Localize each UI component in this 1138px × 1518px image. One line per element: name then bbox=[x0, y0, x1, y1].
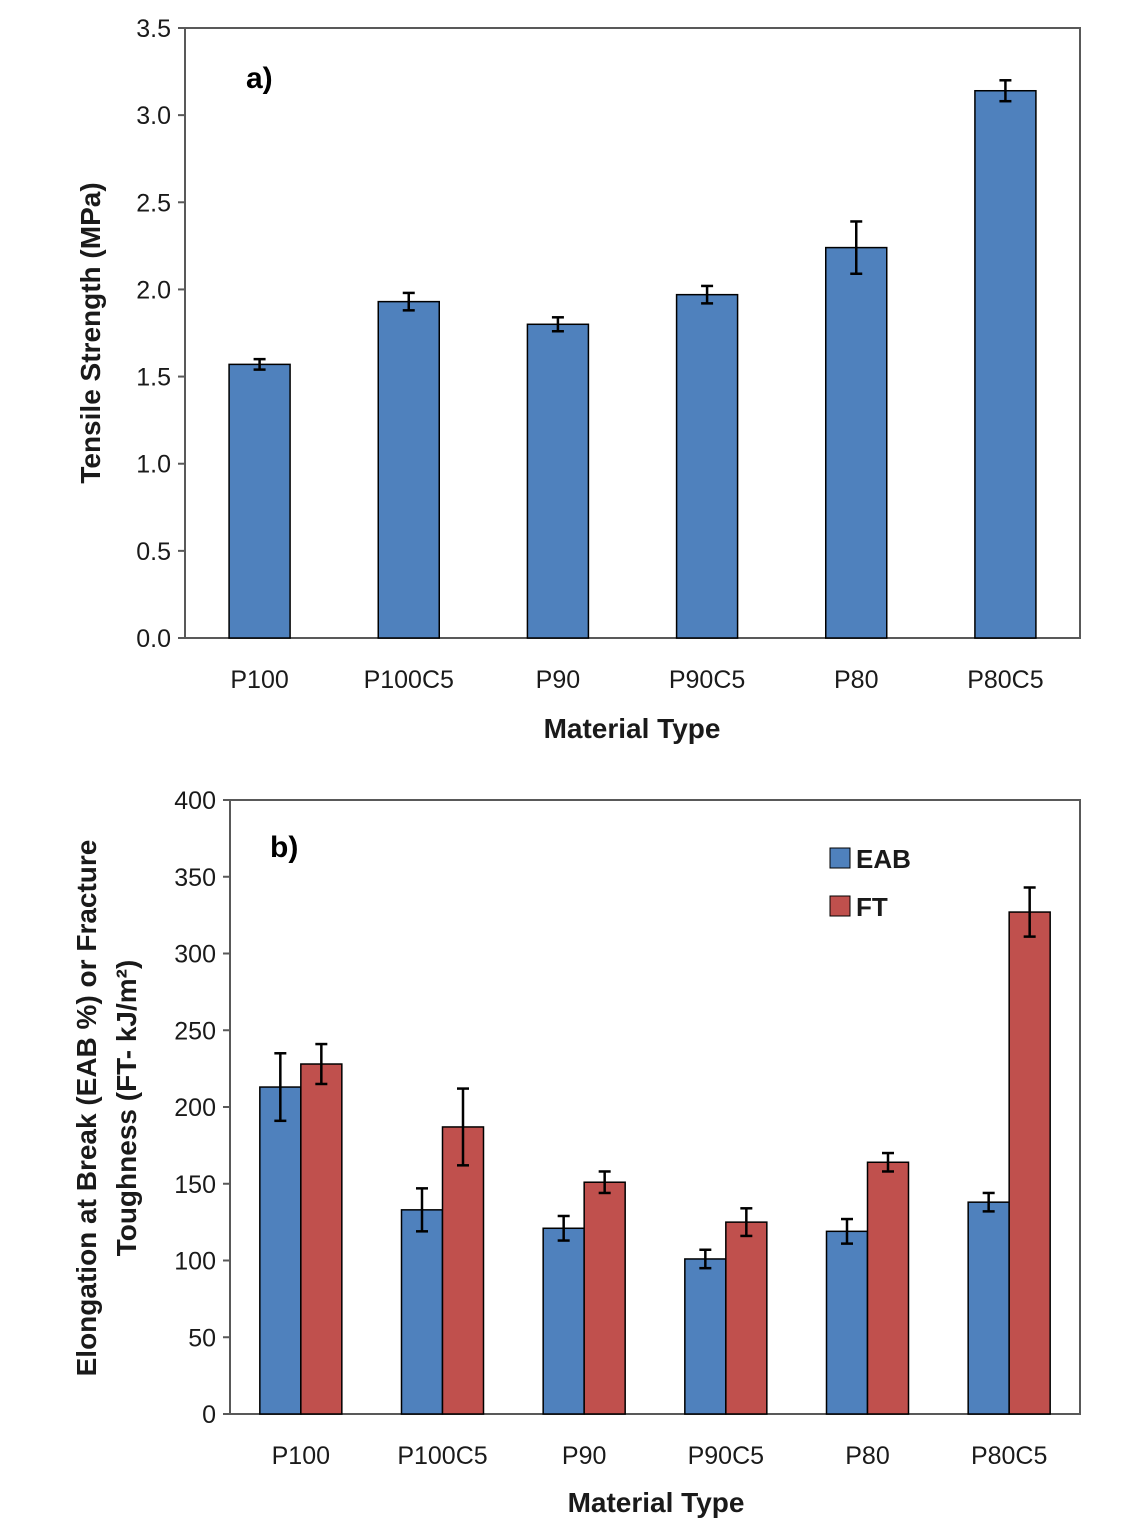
chart-b-panel-label: b) bbox=[270, 831, 298, 864]
y-tick-label: 0.0 bbox=[136, 625, 171, 653]
bar-series-p90c5 bbox=[675, 293, 739, 639]
chart-a-bars bbox=[228, 79, 1037, 639]
y-tick-label: 2.5 bbox=[136, 189, 171, 217]
y-tick-label: 400 bbox=[174, 787, 216, 815]
chart-a-y-axis-title: Tensile Strength (MPa) bbox=[75, 182, 106, 483]
y-tick-label: 350 bbox=[174, 864, 216, 892]
chart-a-y-ticks: 0.0 0.5 1.0 1.5 2.0 2.5 3.0 3.5 bbox=[136, 15, 185, 653]
chart-b-plot-frame bbox=[229, 799, 1081, 1415]
bar-ft-p80c5 bbox=[1008, 911, 1051, 1415]
chart-a-x-axis-title: Material Type bbox=[544, 713, 721, 744]
y-tick-label: 3.5 bbox=[136, 15, 171, 43]
bar-ft-p100 bbox=[300, 1063, 343, 1415]
bar-series-p100c5 bbox=[377, 300, 440, 639]
bar-eab-p100 bbox=[259, 1086, 302, 1415]
y-tick-label: 1.0 bbox=[136, 451, 171, 479]
bar-eab-p90 bbox=[542, 1227, 585, 1415]
y-tick-label: 150 bbox=[174, 1171, 216, 1199]
chart-b-y-ticks: 0 50 100 150 200 250 300 350 400 bbox=[174, 787, 230, 1429]
bar-eab-p90c5 bbox=[684, 1258, 727, 1415]
x-tick-label: P100 bbox=[272, 1442, 330, 1470]
legend-swatch-ft bbox=[829, 895, 851, 917]
x-tick-label: P90 bbox=[562, 1442, 606, 1470]
legend-label-eab: EAB bbox=[856, 844, 911, 874]
chart-b-bars bbox=[259, 886, 1051, 1415]
x-tick-label: P90C5 bbox=[688, 1442, 764, 1470]
x-tick-label: P90C5 bbox=[669, 666, 745, 694]
x-tick-label: P100C5 bbox=[397, 1442, 487, 1470]
chart-a: 0.0 0.5 1.0 1.5 2.0 2.5 3.0 3.5 P100 P100C5 P90 P9… bbox=[75, 15, 1081, 744]
x-tick-label: P100 bbox=[230, 666, 288, 694]
y-tick-label: 300 bbox=[174, 941, 216, 969]
y-tick-label: 0.5 bbox=[136, 538, 171, 566]
bar-eab-p80 bbox=[825, 1230, 869, 1415]
y-tick-label: 50 bbox=[188, 1324, 216, 1352]
chart-a-x-ticks: P100 P100C5 P90 P90C5 P80 P80C5 bbox=[230, 666, 1043, 694]
chart-b-y-axis-title-line2: Toughness (FT- kJ/m²) bbox=[111, 960, 142, 1257]
x-tick-label: P80 bbox=[834, 666, 878, 694]
chart-b-legend: EAB FT bbox=[829, 844, 911, 922]
y-tick-label: 3.0 bbox=[136, 102, 171, 130]
bar-eab-p100c5 bbox=[400, 1209, 444, 1415]
y-tick-label: 2.0 bbox=[136, 276, 171, 304]
y-tick-label: 1.5 bbox=[136, 364, 171, 392]
chart-b-y-axis-title-line1: Elongation at Break (EAB %) or Fracture bbox=[71, 840, 102, 1377]
bar-series-p80 bbox=[825, 246, 888, 639]
bar-ft-p80 bbox=[866, 1161, 910, 1415]
bar-eab-p80c5 bbox=[967, 1201, 1010, 1415]
x-tick-label: P90 bbox=[536, 666, 580, 694]
x-tick-label: P80C5 bbox=[967, 666, 1043, 694]
chart-b-x-axis-title: Material Type bbox=[568, 1487, 745, 1518]
bar-series-p100 bbox=[228, 363, 291, 639]
bar-series-p90 bbox=[526, 323, 590, 639]
chart-a-plot-frame bbox=[184, 27, 1081, 639]
y-tick-label: 250 bbox=[174, 1017, 216, 1045]
legend-label-ft: FT bbox=[856, 892, 888, 922]
y-tick-label: 0 bbox=[202, 1401, 216, 1429]
bar-ft-p100c5 bbox=[441, 1126, 485, 1415]
bar-ft-p90 bbox=[583, 1181, 626, 1415]
y-tick-label: 100 bbox=[174, 1248, 216, 1276]
y-tick-label: 200 bbox=[174, 1094, 216, 1122]
chart-b: 0 50 100 150 200 250 300 350 400 P100 P100C5 P90 P9… bbox=[71, 787, 1081, 1518]
bar-ft-p90c5 bbox=[725, 1221, 768, 1415]
chart-a-panel-label: a) bbox=[246, 62, 273, 95]
x-tick-label: P100C5 bbox=[364, 666, 454, 694]
x-tick-label: P80C5 bbox=[971, 1442, 1047, 1470]
legend-swatch-eab bbox=[829, 847, 851, 869]
chart-b-x-ticks: P100 P100C5 P90 P90C5 P80 P80C5 bbox=[272, 1442, 1048, 1470]
x-tick-label: P80 bbox=[845, 1442, 889, 1470]
bar-series-p80c5 bbox=[974, 89, 1037, 639]
